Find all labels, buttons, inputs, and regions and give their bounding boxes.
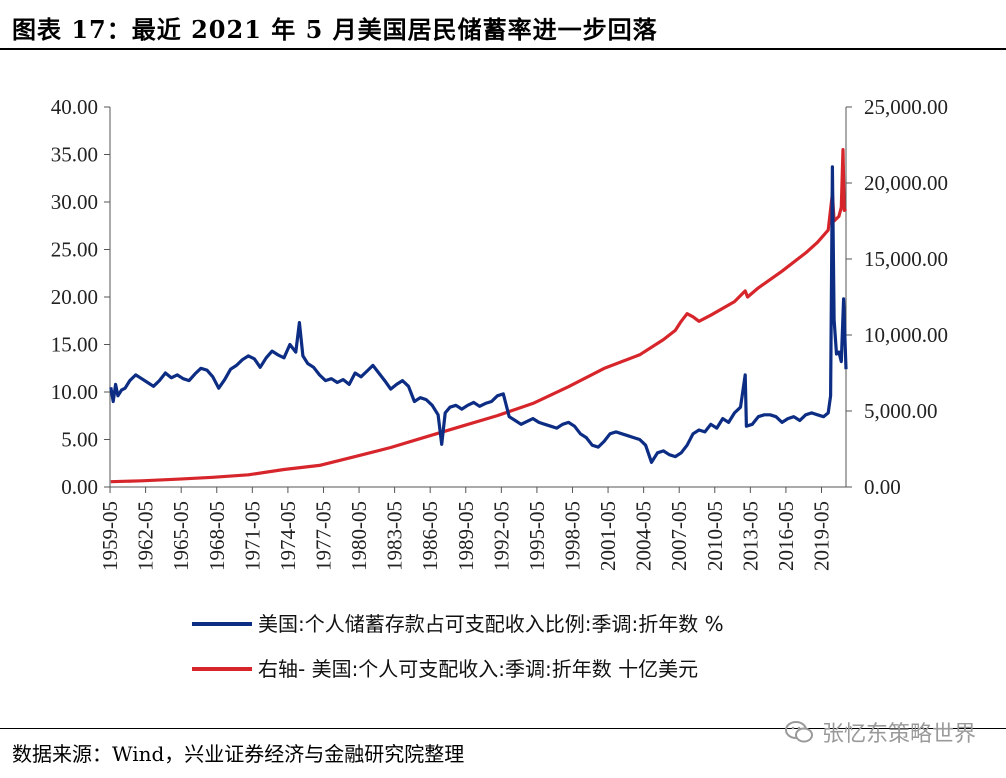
watermark: 张忆东策略世界 — [784, 716, 976, 748]
series-disposable-income-line — [110, 147, 848, 484]
left-tick-label: 35.00 — [51, 143, 98, 167]
legend-label-disposable-income: 右轴- 美国:个人可支配收入:季调:折年数 十亿美元 — [258, 657, 698, 681]
x-tick-label: 2010-05 — [703, 501, 727, 571]
left-tick-label: 5.00 — [61, 428, 98, 452]
x-tick-label: 1971-05 — [240, 501, 264, 571]
right-tick-label: 25,000.00 — [864, 95, 948, 119]
right-tick-label: 15,000.00 — [864, 247, 948, 271]
source-note: 数据来源：Wind，兴业证券经济与金融研究院整理 — [12, 742, 465, 766]
title-divider — [0, 48, 1006, 50]
x-tick-label: 1998-05 — [560, 501, 584, 571]
legend-label-saving-rate: 美国:个人储蓄存款占可支配收入比例:季调:折年数 % — [258, 612, 724, 636]
x-tick-label: 1986-05 — [418, 501, 442, 571]
x-tick-label: 2019-05 — [809, 501, 833, 571]
watermark-text: 张忆东策略世界 — [821, 722, 976, 747]
x-tick-label: 1995-05 — [525, 501, 549, 571]
right-tick-label: 0.00 — [864, 475, 901, 499]
left-tick-label: 15.00 — [51, 333, 98, 357]
x-tick-label: 1980-05 — [347, 501, 371, 571]
footer-divider — [0, 728, 1006, 729]
x-tick-label: 1992-05 — [489, 501, 513, 571]
chart: 0.00 5.00 10.00 15.00 20.00 25.00 30.00 35.00 40… — [51, 95, 948, 681]
x-tick-label: 1959-05 — [98, 501, 122, 571]
page-title: 图表 17：最近 2021 年 5 月美国居民储蓄率进一步回落 — [12, 15, 658, 44]
x-tick-label: 2001-05 — [596, 501, 620, 571]
left-tick-label: 0.00 — [61, 475, 98, 499]
series-saving-rate-line — [109, 165, 848, 464]
x-tick-label: 1962-05 — [134, 501, 158, 571]
right-tick-label: 5,000.00 — [864, 399, 938, 423]
x-tick-label: 2004-05 — [632, 501, 656, 571]
right-tick-label: 10,000.00 — [864, 323, 948, 347]
x-tick-label: 1989-05 — [454, 501, 478, 571]
x-tick-label: 2007-05 — [667, 501, 691, 571]
x-tick-label: 2013-05 — [738, 501, 762, 571]
right-tick-label: 20,000.00 — [864, 171, 948, 195]
wechat-icon — [784, 721, 813, 743]
left-tick-label: 10.00 — [51, 380, 98, 404]
right-axis-ticks: 0.00 5,000.00 10,000.00 15,000.00 20,000.00 2… — [846, 95, 948, 499]
left-tick-label: 30.00 — [51, 190, 98, 214]
x-tick-label: 1965-05 — [169, 501, 193, 571]
left-axis-ticks: 0.00 5.00 10.00 15.00 20.00 25.00 30.00 35.00 40… — [51, 95, 110, 499]
x-tick-label: 2016-05 — [774, 501, 798, 571]
x-tick-label: 1977-05 — [311, 501, 335, 571]
x-tick-label: 1983-05 — [383, 501, 407, 571]
x-tick-label: 1974-05 — [276, 501, 300, 571]
left-tick-label: 25.00 — [51, 238, 98, 262]
legend: 美国:个人储蓄存款占可支配收入比例:季调:折年数 % 右轴- 美国:个人可支配收… — [192, 612, 724, 681]
left-tick-label: 40.00 — [51, 95, 98, 119]
left-tick-label: 20.00 — [51, 285, 98, 309]
x-axis-ticks: 1959-05 1962-05 1965-05 1968-05 1971-05 1974-… — [98, 487, 833, 571]
x-tick-label: 1968-05 — [205, 501, 229, 571]
